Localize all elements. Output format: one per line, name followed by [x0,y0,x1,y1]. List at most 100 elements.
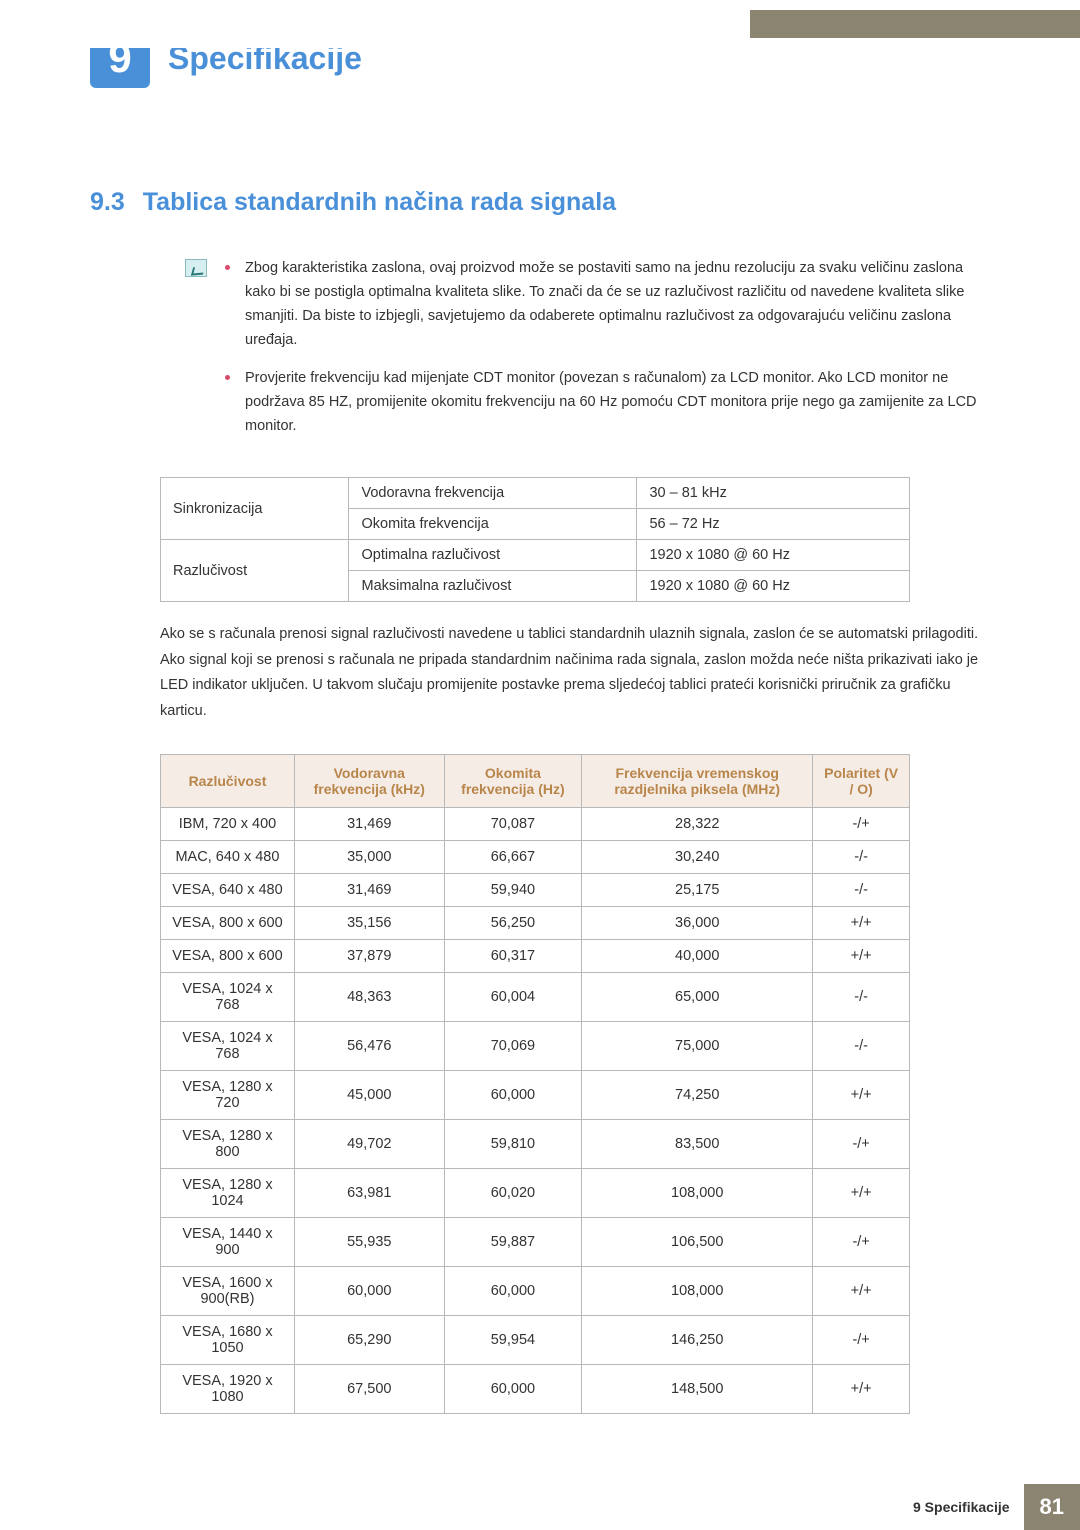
table-cell: 65,000 [582,972,813,1021]
table-cell: -/- [813,972,910,1021]
table-row: VESA, 1600 x 900(RB)60,00060,000108,000+… [161,1266,910,1315]
col-header: Razlučivost [161,754,295,807]
table-cell: -/+ [813,1119,910,1168]
table-cell: 60,000 [444,1070,582,1119]
table-row: VESA, 1280 x 72045,00060,00074,250+/+ [161,1070,910,1119]
col-header: Frekvencija vremenskog razdjelnika pikse… [582,754,813,807]
table-header-row: Razlučivost Vodoravna frekvencija (kHz) … [161,754,910,807]
table-row: VESA, 800 x 60037,87960,31740,000+/+ [161,939,910,972]
section-number: 9.3 [90,188,125,216]
footer-chapter-label: 9 Specifikacije [913,1499,1010,1515]
table-row: VESA, 1024 x 76856,47670,06975,000-/- [161,1021,910,1070]
table-cell: 30,240 [582,840,813,873]
table-cell: -/- [813,840,910,873]
table-cell: 60,004 [444,972,582,1021]
spec-key: Okomita frekvencija [349,509,637,540]
table-row: VESA, 1920 x 108067,50060,000148,500+/+ [161,1364,910,1413]
table-cell: VESA, 1024 x 768 [161,972,295,1021]
table-cell: 35,000 [294,840,444,873]
table-cell: 70,087 [444,807,582,840]
note-item: Zbog karakteristika zaslona, ovaj proizv… [225,257,990,353]
table-cell: VESA, 640 x 480 [161,873,295,906]
table-cell: 108,000 [582,1266,813,1315]
table-cell: 36,000 [582,906,813,939]
table-cell: 75,000 [582,1021,813,1070]
table-cell: VESA, 800 x 600 [161,939,295,972]
spec-value: 1920 x 1080 @ 60 Hz [637,571,910,602]
table-cell: VESA, 1600 x 900(RB) [161,1266,295,1315]
footer-page-number: 81 [1024,1484,1080,1530]
table-cell: 60,000 [444,1266,582,1315]
table-cell: +/+ [813,1266,910,1315]
table-cell: 35,156 [294,906,444,939]
spec-label: Sinkronizacija [161,478,349,540]
col-header: Vodoravna frekvencija (kHz) [294,754,444,807]
table-cell: 106,500 [582,1217,813,1266]
table-row: VESA, 1280 x 102463,98160,020108,000+/+ [161,1168,910,1217]
table-cell: 60,020 [444,1168,582,1217]
table-cell: 59,887 [444,1217,582,1266]
table-row: VESA, 1024 x 76848,36360,00465,000-/- [161,972,910,1021]
table-row: VESA, 1280 x 80049,70259,81083,500-/+ [161,1119,910,1168]
table-cell: +/+ [813,1070,910,1119]
spec-key: Maksimalna razlučivost [349,571,637,602]
section-title: Tablica standardnih načina rada signala [143,188,616,216]
table-cell: +/+ [813,1168,910,1217]
table-cell: 63,981 [294,1168,444,1217]
note-icon [185,259,207,277]
table-cell: 108,000 [582,1168,813,1217]
table-row: MAC, 640 x 48035,00066,66730,240-/- [161,840,910,873]
table-cell: 66,667 [444,840,582,873]
note-block: Zbog karakteristika zaslona, ovaj proizv… [185,257,990,452]
table-cell: VESA, 800 x 600 [161,906,295,939]
table-cell: 49,702 [294,1119,444,1168]
table-row: Razlučivost Optimalna razlučivost 1920 x… [161,540,910,571]
table-cell: 56,476 [294,1021,444,1070]
table-cell: 59,810 [444,1119,582,1168]
table-cell: VESA, 1680 x 1050 [161,1315,295,1364]
table-cell: 74,250 [582,1070,813,1119]
table-cell: 83,500 [582,1119,813,1168]
table-cell: 70,069 [444,1021,582,1070]
spec-key: Vodoravna frekvencija [349,478,637,509]
table-cell: 40,000 [582,939,813,972]
section-heading: 9.3 Tablica standardnih načina rada signa… [90,188,1080,217]
table-row: VESA, 1680 x 105065,29059,954146,250-/+ [161,1315,910,1364]
top-banner [0,0,1080,48]
table-cell: 48,363 [294,972,444,1021]
table-cell: -/+ [813,807,910,840]
table-cell: -/- [813,1021,910,1070]
table-cell: 146,250 [582,1315,813,1364]
table-row: IBM, 720 x 40031,46970,08728,322-/+ [161,807,910,840]
table-cell: 65,290 [294,1315,444,1364]
table-cell: VESA, 1024 x 768 [161,1021,295,1070]
table-cell: +/+ [813,906,910,939]
table-cell: 25,175 [582,873,813,906]
table-cell: 31,469 [294,807,444,840]
table-cell: 60,000 [294,1266,444,1315]
spec-value: 1920 x 1080 @ 60 Hz [637,540,910,571]
table-cell: -/- [813,873,910,906]
table-cell: +/+ [813,939,910,972]
table-cell: 67,500 [294,1364,444,1413]
spec-key: Optimalna razlučivost [349,540,637,571]
signal-modes-table: Razlučivost Vodoravna frekvencija (kHz) … [160,754,910,1414]
spec-value: 56 – 72 Hz [637,509,910,540]
spec-summary-table: Sinkronizacija Vodoravna frekvencija 30 … [160,477,910,602]
note-item: Provjerite frekvenciju kad mijenjate CDT… [225,367,990,439]
table-cell: 37,879 [294,939,444,972]
table-cell: -/+ [813,1315,910,1364]
spec-label: Razlučivost [161,540,349,602]
table-cell: VESA, 1440 x 900 [161,1217,295,1266]
page-footer: 9 Specifikacije 81 [0,1484,1080,1530]
table-cell: 45,000 [294,1070,444,1119]
table-row: VESA, 640 x 48031,46959,94025,175-/- [161,873,910,906]
table-cell: 55,935 [294,1217,444,1266]
table-cell: +/+ [813,1364,910,1413]
table-cell: 60,317 [444,939,582,972]
table-row: VESA, 1440 x 90055,93559,887106,500-/+ [161,1217,910,1266]
table-cell: 60,000 [444,1364,582,1413]
table-cell: VESA, 1280 x 720 [161,1070,295,1119]
table-cell: 148,500 [582,1364,813,1413]
table-cell: VESA, 1920 x 1080 [161,1364,295,1413]
